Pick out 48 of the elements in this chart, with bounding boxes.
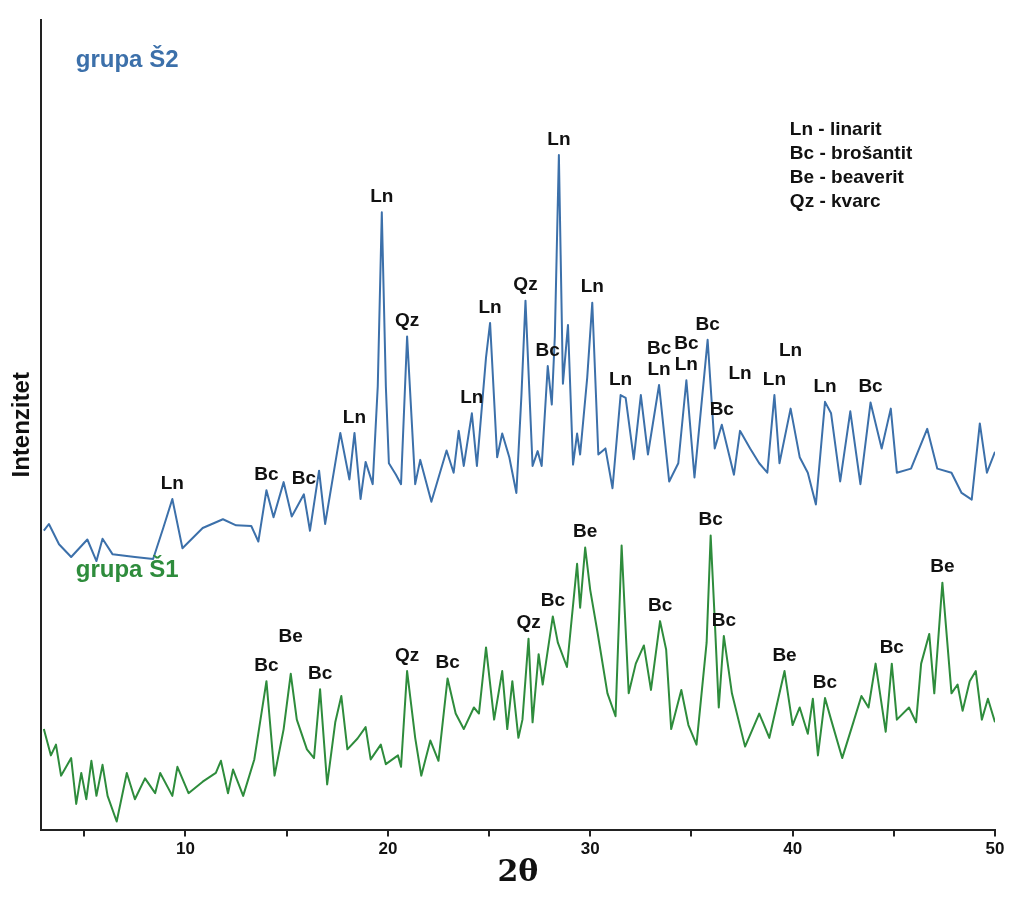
annotation: Qz - kvarc bbox=[789, 189, 882, 211]
annotation: Bc bbox=[291, 467, 317, 489]
x-tick-label: 10 bbox=[176, 839, 195, 859]
x-tick-label: 40 bbox=[783, 839, 803, 859]
x-tick-label: 20 bbox=[378, 839, 398, 859]
annotation: Be bbox=[278, 625, 303, 647]
annotation: Bc bbox=[540, 589, 566, 611]
annotation: Bc bbox=[695, 312, 721, 334]
annotation: Ln bbox=[674, 353, 698, 375]
annotation: Ln bbox=[762, 367, 787, 389]
x-axis-title: 2θ bbox=[497, 852, 539, 888]
annotation: Qz bbox=[516, 611, 541, 633]
annotation: Ln bbox=[160, 471, 184, 493]
annotation: Ln bbox=[580, 275, 604, 297]
annotation: Bc - brošantit bbox=[789, 141, 913, 163]
text: grupa Š2 bbox=[75, 45, 179, 73]
annotation: Ln bbox=[728, 361, 752, 383]
annotation: Be bbox=[772, 643, 797, 665]
annotation: Bc bbox=[674, 332, 699, 354]
annotation: Ln bbox=[478, 295, 502, 317]
y-axis-title: Intenzitet bbox=[7, 372, 35, 478]
x-tick-label: 50 bbox=[985, 839, 1005, 859]
annotation: Ln bbox=[813, 374, 837, 396]
annotation: Be - beaverit bbox=[789, 165, 905, 187]
annotation: Ln bbox=[778, 339, 803, 361]
x-tick-label: 30 bbox=[580, 839, 600, 859]
annotation: Bc bbox=[647, 593, 673, 615]
annotation: Bc bbox=[435, 651, 461, 673]
annotation: Be bbox=[930, 555, 955, 577]
annotation: Bc bbox=[858, 375, 884, 397]
annotation: Bc bbox=[879, 636, 905, 658]
annotation: Bc bbox=[646, 336, 672, 358]
annotation: Bc bbox=[254, 653, 280, 675]
annotation: Ln bbox=[342, 405, 367, 427]
annotation: Ln bbox=[647, 357, 671, 379]
annotation: Ln bbox=[547, 127, 571, 149]
annotation: Ln bbox=[609, 367, 633, 389]
annotation: Ln bbox=[370, 185, 394, 207]
text: Ln - linarit bbox=[789, 117, 883, 139]
annotation: Qz bbox=[394, 309, 420, 331]
annotation: Be bbox=[573, 520, 598, 542]
annotation: Bc bbox=[254, 462, 280, 484]
annotation: Qz bbox=[513, 273, 538, 295]
annotation: Bc bbox=[698, 508, 724, 530]
annotation: Bc bbox=[307, 662, 333, 683]
annotation: Qz bbox=[394, 643, 420, 665]
annotation: Bc bbox=[812, 670, 838, 692]
text: grupa Š1 bbox=[75, 555, 179, 583]
